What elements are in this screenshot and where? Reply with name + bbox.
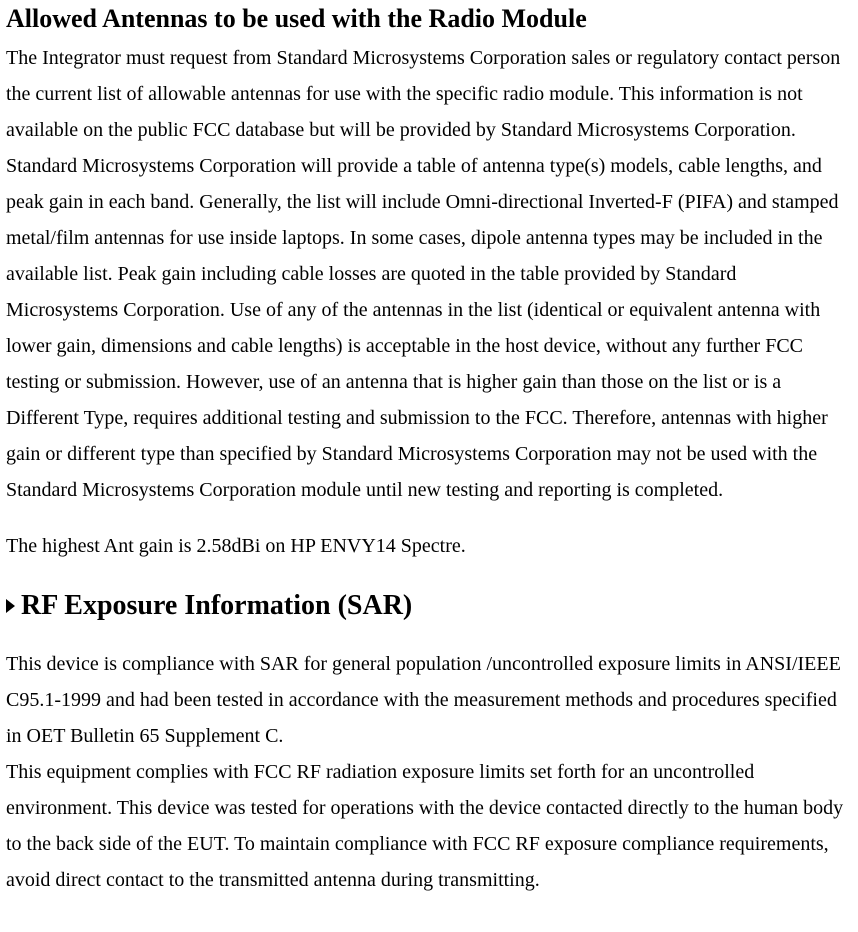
paragraph-antennas-body: The Integrator must request from Standar…: [6, 40, 850, 508]
paragraph-ant-gain: The highest Ant gain is 2.58dBi on HP EN…: [6, 528, 850, 564]
heading-allowed-antennas: Allowed Antennas to be used with the Rad…: [6, 4, 850, 34]
paragraph-sar-compliance: This device is compliance with SAR for g…: [6, 646, 850, 754]
heading-rf-exposure-text: RF Exposure Information (SAR): [21, 590, 412, 622]
paragraph-fcc-compliance: This equipment complies with FCC RF radi…: [6, 754, 850, 898]
heading-rf-exposure: RF Exposure Information (SAR): [6, 590, 850, 622]
right-arrow-icon: [6, 599, 15, 613]
